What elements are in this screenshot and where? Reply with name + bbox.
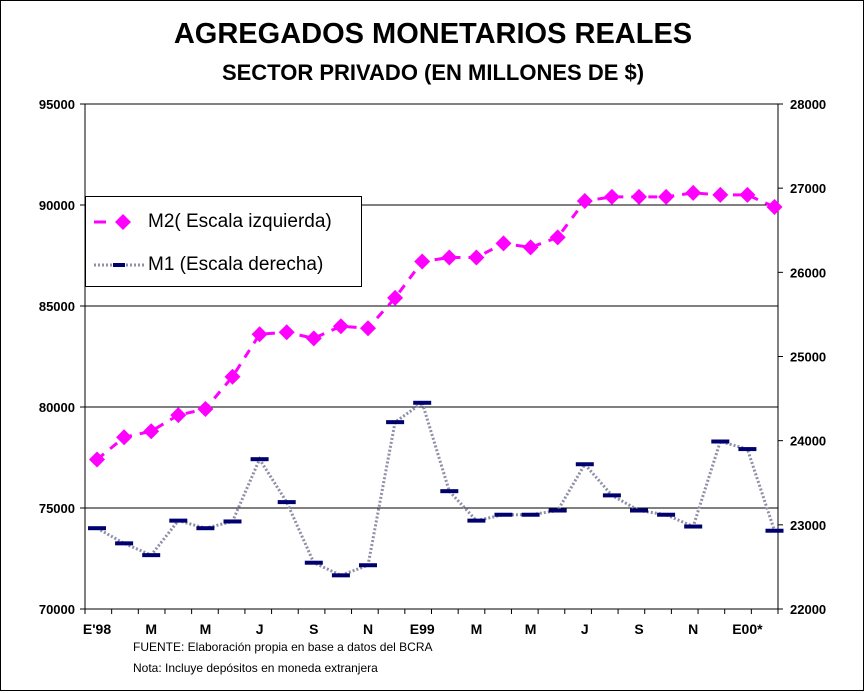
legend-item-m2: M2( Escala izquierda) xyxy=(86,207,361,237)
x-tick-label: N xyxy=(363,621,373,637)
data-point-m2 xyxy=(278,324,295,341)
data-point-m2 xyxy=(631,188,647,205)
y-right-tick-label: 25000 xyxy=(790,350,826,365)
y-left-tick-label: 95000 xyxy=(39,97,75,112)
x-tick-label: M xyxy=(145,621,157,637)
data-point-m1 xyxy=(142,553,161,558)
data-point-m2 xyxy=(116,429,133,446)
data-point-m2 xyxy=(658,188,675,205)
data-point-m2 xyxy=(495,235,512,252)
data-point-m1 xyxy=(331,573,350,578)
data-point-m1 xyxy=(521,512,540,517)
series-line-m1 xyxy=(96,400,776,577)
data-point-m2 xyxy=(468,249,485,266)
data-point-m2 xyxy=(332,318,349,335)
y-left-tick-label: 80000 xyxy=(39,400,75,415)
data-point-m1 xyxy=(88,526,106,531)
data-point-m2 xyxy=(143,423,160,440)
data-point-m1 xyxy=(711,439,730,444)
data-point-m1 xyxy=(304,560,323,565)
legend: M2( Escala izquierda) M1 (Escala derecha… xyxy=(85,196,362,287)
x-tick-label: J xyxy=(256,621,264,637)
chart-title: AGREGADOS MONETARIOS REALES xyxy=(173,18,693,50)
data-point-m2 xyxy=(305,330,322,347)
x-tick-label: M xyxy=(200,621,212,637)
data-point-m2 xyxy=(387,289,404,306)
legend-symbol-m2 xyxy=(94,214,131,230)
y-right-tick-label: 23000 xyxy=(790,518,826,533)
data-point-m1 xyxy=(223,519,242,524)
data-point-m2 xyxy=(224,368,241,385)
data-point-m2 xyxy=(360,320,376,337)
data-point-m2 xyxy=(576,192,593,209)
data-point-m1 xyxy=(196,526,215,531)
data-point-m1 xyxy=(359,563,377,568)
data-point-m1 xyxy=(277,500,296,505)
x-tick-label: E00* xyxy=(732,621,763,637)
data-point-m1 xyxy=(494,512,513,517)
data-point-m1 xyxy=(386,420,405,425)
x-tick-label: E99 xyxy=(410,621,435,637)
y-right-tick-label: 27000 xyxy=(790,181,826,196)
data-point-m2 xyxy=(549,229,566,246)
x-tick-label: M xyxy=(471,621,483,637)
data-point-m2 xyxy=(441,249,458,266)
y-right-tick-label: 28000 xyxy=(790,97,826,112)
x-tick-label: S xyxy=(634,621,643,637)
y-left-tick-label: 75000 xyxy=(39,501,75,516)
data-point-m1 xyxy=(169,518,188,523)
y-left-tick-label: 70000 xyxy=(39,602,75,617)
legend-item-m1: M1 (Escala derecha) xyxy=(86,250,361,280)
y-right-tick-label: 22000 xyxy=(790,602,826,617)
chart-subtitle: SECTOR PRIVADO (EN MILLONES DE $) xyxy=(221,60,645,85)
data-point-m1 xyxy=(467,518,486,523)
footnote: Nota: Incluye depósitos en moneda extran… xyxy=(133,661,378,675)
data-point-m2 xyxy=(89,451,105,468)
data-point-m1 xyxy=(738,447,757,452)
data-point-m2 xyxy=(603,188,620,205)
legend-label-m2: M2( Escala izquierda) xyxy=(148,211,332,232)
series-line-m2 xyxy=(96,191,776,461)
x-tick-label: E'98 xyxy=(83,621,111,637)
y-right-tick-label: 26000 xyxy=(790,265,826,280)
data-point-m2 xyxy=(414,253,431,270)
data-point-m2 xyxy=(251,326,268,343)
data-point-m1 xyxy=(548,508,567,513)
legend-label-m1: M1 (Escala derecha) xyxy=(148,254,324,275)
x-tick-label: M xyxy=(525,621,537,637)
y-right-tick-label: 24000 xyxy=(790,434,826,449)
data-point-m2 xyxy=(685,184,702,201)
x-tick-label: N xyxy=(688,621,698,637)
y-left-tick-label: 90000 xyxy=(39,198,75,213)
data-point-m1 xyxy=(250,457,269,462)
data-point-m1 xyxy=(440,489,459,494)
data-point-m1 xyxy=(413,400,432,405)
data-point-m2 xyxy=(197,401,214,418)
y-left-tick-label: 85000 xyxy=(39,299,75,314)
data-point-m2 xyxy=(170,407,187,424)
source-note: FUENTE: Elaboración propia en base a dat… xyxy=(133,640,433,654)
data-point-m1 xyxy=(657,512,676,517)
data-point-m1 xyxy=(684,524,703,529)
x-tick-label: J xyxy=(581,621,589,637)
data-point-m1 xyxy=(575,462,594,467)
data-point-m1 xyxy=(630,508,648,513)
data-point-m2 xyxy=(766,199,783,216)
legend-symbol-m1 xyxy=(94,263,146,267)
data-point-m1 xyxy=(765,528,784,533)
x-tick-label: S xyxy=(309,621,318,637)
data-point-m2 xyxy=(712,186,729,203)
data-point-m2 xyxy=(739,186,756,203)
data-point-m2 xyxy=(522,239,539,256)
data-point-m1 xyxy=(115,541,134,546)
data-point-m1 xyxy=(602,493,621,498)
